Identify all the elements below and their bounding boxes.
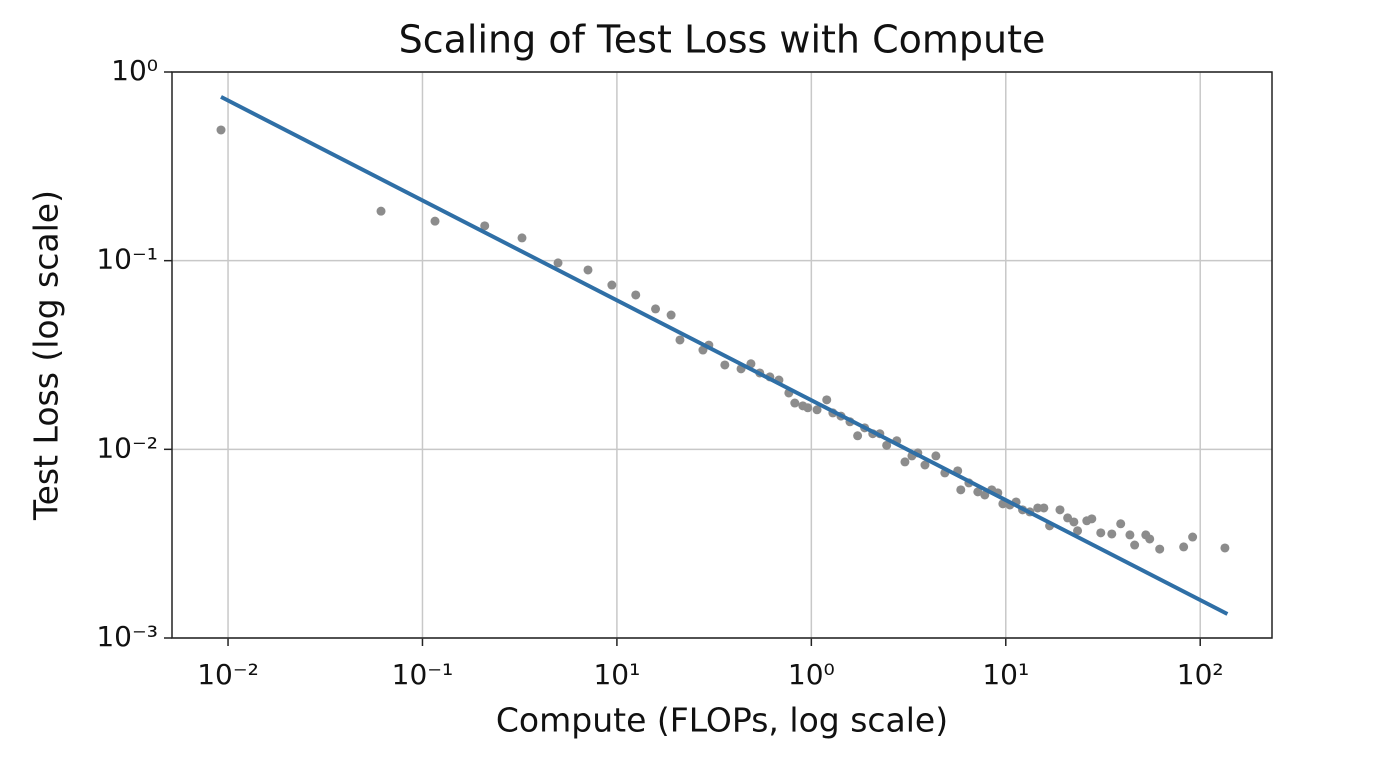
x-tick-label: 10⁻² <box>197 658 259 691</box>
data-point <box>920 460 930 470</box>
data-point <box>631 290 641 300</box>
data-point <box>1116 519 1126 529</box>
y-tick-label: 10⁻³ <box>96 620 158 653</box>
data-point <box>1179 542 1189 552</box>
x-tick-label: 10⁰ <box>788 658 835 691</box>
x-tick-label: 10² <box>1177 658 1224 691</box>
plot-frame <box>171 71 1273 639</box>
data-point <box>803 403 813 413</box>
x-tick-label: 10⁻¹ <box>392 658 454 691</box>
y-tick-label: 10⁰ <box>111 54 158 87</box>
data-point <box>790 398 800 408</box>
data-point <box>1155 544 1165 554</box>
data-point <box>1130 540 1140 550</box>
chart-title: Scaling of Test Loss with Compute <box>399 18 1046 62</box>
data-point <box>1087 514 1097 524</box>
data-point <box>216 125 226 135</box>
data-point <box>517 233 527 243</box>
data-point <box>607 280 617 290</box>
fit-line <box>220 95 1229 616</box>
data-point <box>553 258 563 268</box>
data-point <box>666 310 676 320</box>
data-point <box>1145 534 1155 544</box>
x-tick-label: 10¹ <box>593 658 640 691</box>
y-tick-label: 10⁻² <box>96 431 158 464</box>
data-point <box>853 431 863 441</box>
data-point <box>430 216 440 226</box>
data-point <box>720 360 730 370</box>
data-point <box>651 304 661 314</box>
data-point <box>376 206 386 216</box>
data-point <box>900 457 910 467</box>
data-point <box>931 451 941 461</box>
data-point <box>1188 532 1198 542</box>
data-point <box>1055 505 1065 515</box>
x-axis-label: Compute (FLOPs, log scale) <box>496 701 948 740</box>
data-point <box>882 440 892 450</box>
y-axis-label: Test Loss (log scale) <box>27 190 66 521</box>
data-point <box>1039 503 1049 513</box>
data-point <box>675 335 685 345</box>
data-point <box>480 221 490 231</box>
data-point <box>822 395 832 405</box>
data-point <box>1069 517 1079 527</box>
y-tick-label: 10⁻¹ <box>96 243 158 276</box>
data-point <box>973 487 983 497</box>
data-point <box>1125 530 1135 540</box>
data-point <box>1107 529 1117 539</box>
data-point <box>956 485 966 495</box>
data-point <box>1073 526 1083 536</box>
data-point <box>1220 543 1230 553</box>
data-point <box>583 265 593 275</box>
data-point <box>812 405 822 415</box>
data-point <box>1096 528 1106 538</box>
x-tick-label: 10¹ <box>982 658 1029 691</box>
